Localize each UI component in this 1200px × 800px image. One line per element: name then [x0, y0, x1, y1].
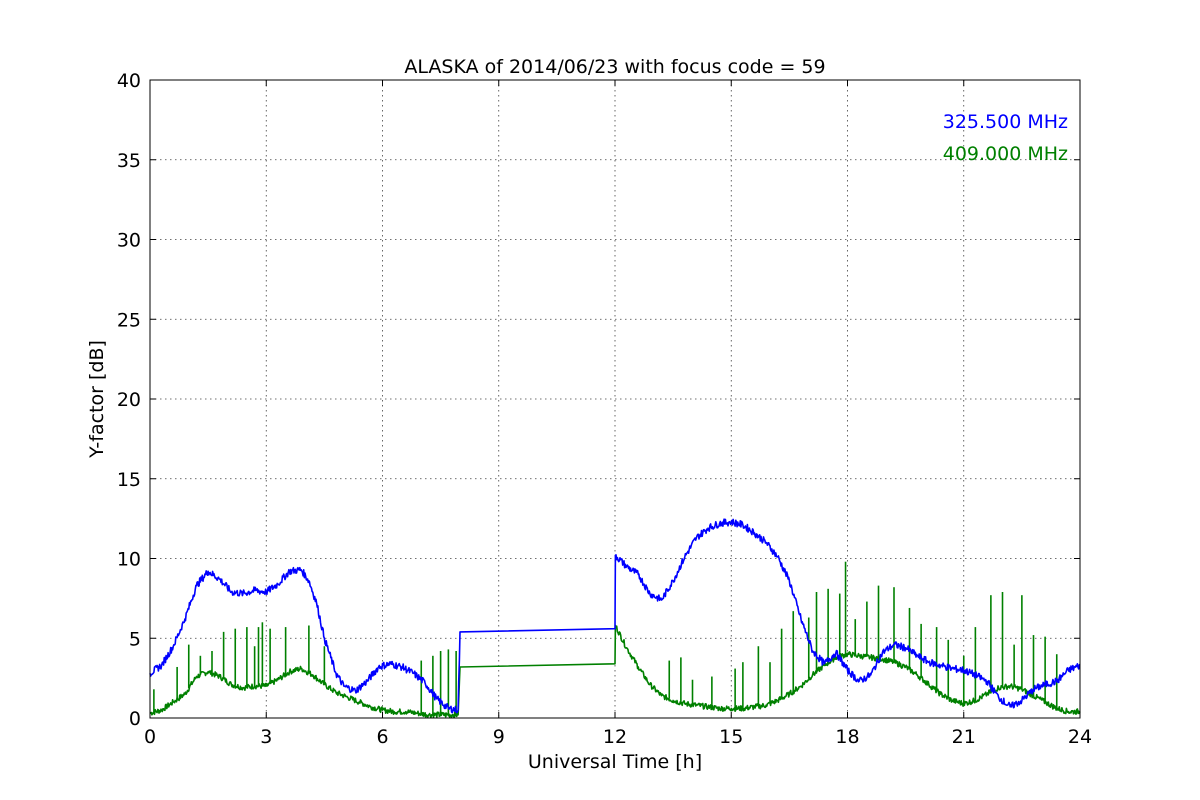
grid — [150, 80, 1080, 718]
x-tick-label: 24 — [1068, 726, 1092, 748]
x-tick-label: 15 — [719, 726, 743, 748]
series-line — [149, 518, 1081, 714]
y-tick-label: 10 — [117, 549, 141, 571]
y-tick-label: 15 — [117, 469, 141, 491]
legend: 325.500 MHz 409.000 MHz — [943, 111, 1068, 165]
x-tick-label: 18 — [835, 726, 859, 748]
y-tick-label: 20 — [117, 389, 141, 411]
x-tick-label: 9 — [493, 726, 505, 748]
x-tick-label: 6 — [376, 726, 388, 748]
ticks: 0 3 6 9 12 15 18 21 24 0 5 10 15 20 25 30 35 40 — [117, 70, 1092, 748]
series-409-mhz — [149, 561, 1081, 719]
x-tick-label: 12 — [603, 726, 627, 748]
y-tick-label: 25 — [117, 309, 141, 331]
legend-entry-325-5-mhz: 325.500 MHz — [943, 111, 1068, 133]
y-tick-label: 35 — [117, 150, 141, 172]
x-axis-label: Universal Time [h] — [528, 751, 702, 773]
series-layer — [149, 518, 1081, 719]
series-325-5-mhz — [149, 518, 1081, 714]
chart-title: ALASKA of 2014/06/23 with focus code = 5… — [404, 56, 825, 78]
y-tick-label: 0 — [129, 708, 141, 730]
y-axis-label: Y-factor [dB] — [86, 340, 108, 459]
legend-entry-409-mhz: 409.000 MHz — [943, 143, 1068, 165]
x-tick-label: 3 — [260, 726, 272, 748]
x-tick-label: 0 — [144, 726, 156, 748]
y-tick-label: 5 — [129, 628, 141, 650]
y-tick-label: 40 — [117, 70, 141, 92]
x-tick-label: 21 — [952, 726, 976, 748]
y-tick-label: 30 — [117, 230, 141, 252]
